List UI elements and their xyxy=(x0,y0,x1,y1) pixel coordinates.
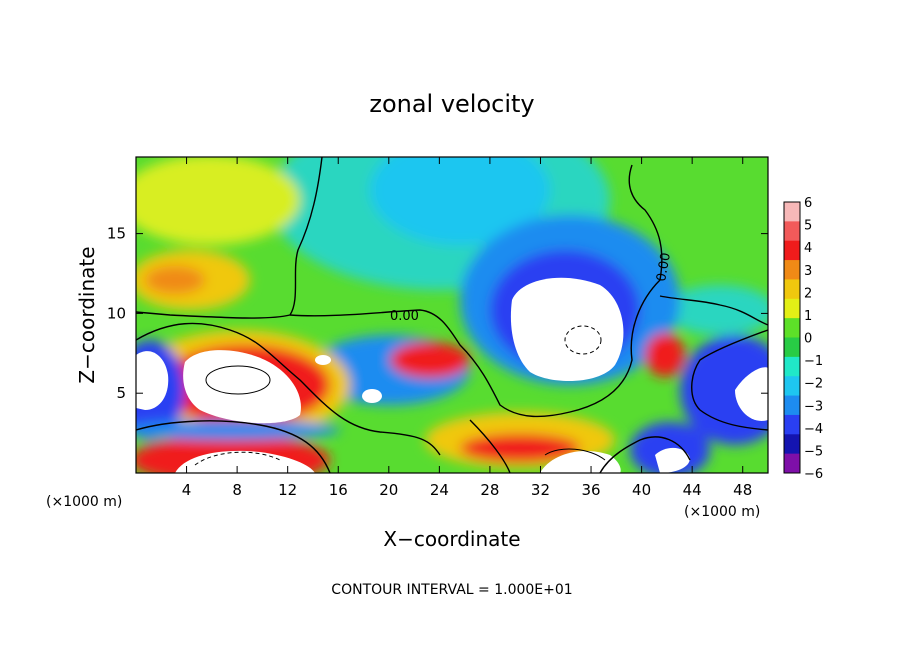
colorbar-swatch xyxy=(784,376,800,397)
colorbar-label: 2 xyxy=(804,286,812,301)
colorbar-swatch xyxy=(784,240,800,261)
x-tick-label: 32 xyxy=(531,481,550,499)
x-tick-label: 36 xyxy=(581,481,600,499)
x-tick-label: 12 xyxy=(278,481,297,499)
colorbar-label: 0 xyxy=(804,332,812,347)
colorbar-swatch xyxy=(784,356,800,377)
colorbar-swatch xyxy=(784,318,800,338)
colorbar-label: −5 xyxy=(804,444,823,459)
x-tick-label: 20 xyxy=(379,481,398,499)
colorbar-frame xyxy=(783,201,801,474)
x-axis-label: X−coordinate xyxy=(383,527,520,551)
colorbar-label: 4 xyxy=(804,241,812,256)
colorbar-label: 3 xyxy=(804,264,812,279)
colorbar-label: −4 xyxy=(804,422,823,437)
chart-title: zonal velocity xyxy=(369,90,534,118)
colorbar: 6 5 4 3 2 1 0 −1 −2 −3 −4 −5 −6 xyxy=(783,196,823,482)
x-tick-label: 24 xyxy=(430,481,449,499)
colorbar-label: −2 xyxy=(804,377,823,392)
x-tick-label: 16 xyxy=(329,481,348,499)
colorbar-label: 1 xyxy=(804,309,812,324)
colorbar-swatch xyxy=(784,453,800,474)
colorbar-swatch xyxy=(784,260,800,280)
colorbar-swatch xyxy=(784,434,800,455)
y-tick-label: 15 xyxy=(107,225,126,243)
contour-interval-note: CONTOUR INTERVAL = 1.000E+01 xyxy=(331,582,572,598)
colorbar-swatch xyxy=(784,202,800,222)
contour-label-mid: 0.00 xyxy=(390,309,419,324)
colorbar-swatch xyxy=(784,221,800,242)
colorbar-swatch xyxy=(784,298,800,319)
y-tick-label: 10 xyxy=(107,304,126,322)
y-axis-label: Z−coordinate xyxy=(75,246,99,383)
colorbar-label: 6 xyxy=(804,196,812,211)
x-tick-label: 48 xyxy=(733,481,752,499)
x-tick-label: 44 xyxy=(683,481,702,499)
colorbar-label: −3 xyxy=(804,399,823,414)
colorbar-swatch xyxy=(784,279,800,300)
plot-area: 0.00 0.00 xyxy=(136,157,768,473)
colorbar-swatch xyxy=(784,414,800,435)
y-tick-label: 5 xyxy=(116,384,126,402)
x-tick-label: 4 xyxy=(182,481,192,499)
x-unit-left: (×1000 m) xyxy=(46,494,122,510)
x-tick-label: 8 xyxy=(232,481,242,499)
colorbar-swatch xyxy=(784,395,800,416)
x-tick-label: 40 xyxy=(632,481,651,499)
colorbar-label: −6 xyxy=(804,467,823,482)
x-unit-right: (×1000 m) xyxy=(684,504,760,520)
x-tick-label: 28 xyxy=(480,481,499,499)
contour-label-right: 0.00 xyxy=(654,252,674,283)
colorbar-label: −1 xyxy=(804,354,823,369)
colorbar-swatch xyxy=(784,337,800,358)
colorbar-label: 5 xyxy=(804,219,812,234)
plot-frame xyxy=(135,156,769,474)
